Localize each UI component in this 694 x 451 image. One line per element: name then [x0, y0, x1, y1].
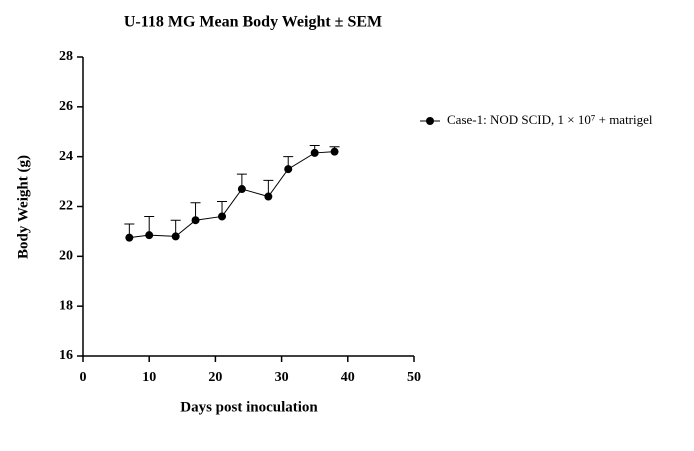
x-axis-label: Days post inoculation — [180, 399, 318, 415]
y-tick-label: 24 — [59, 149, 73, 164]
series-line — [129, 151, 335, 239]
y-tick-label: 28 — [59, 49, 73, 64]
data-point — [125, 233, 134, 242]
data-point — [330, 147, 339, 156]
data-point — [310, 148, 319, 157]
y-tick-label: 16 — [59, 348, 73, 363]
data-point — [284, 165, 293, 174]
x-tick-label: 30 — [275, 370, 289, 385]
data-point — [218, 212, 227, 221]
data-point — [145, 231, 154, 240]
data-point — [191, 216, 200, 225]
x-tick-label: 50 — [407, 370, 421, 385]
data-point — [264, 192, 273, 201]
y-tick-label: 20 — [59, 249, 73, 264]
legend-marker — [426, 117, 434, 125]
x-tick-label: 10 — [142, 370, 156, 385]
legend-label: Case-1: NOD SCID, 1 × 10⁷ + matrigel — [447, 112, 653, 127]
x-tick-label: 40 — [341, 370, 355, 385]
y-tick-label: 18 — [59, 298, 73, 313]
x-tick-label: 0 — [80, 370, 87, 385]
y-tick-label: 26 — [59, 99, 73, 114]
data-point — [237, 185, 246, 194]
chart-title: U-118 MG Mean Body Weight ± SEM — [124, 14, 382, 31]
x-tick-label: 20 — [208, 370, 222, 385]
y-axis-label: Body Weight (g) — [15, 155, 31, 259]
data-point — [171, 232, 180, 241]
y-tick-label: 22 — [59, 199, 73, 214]
